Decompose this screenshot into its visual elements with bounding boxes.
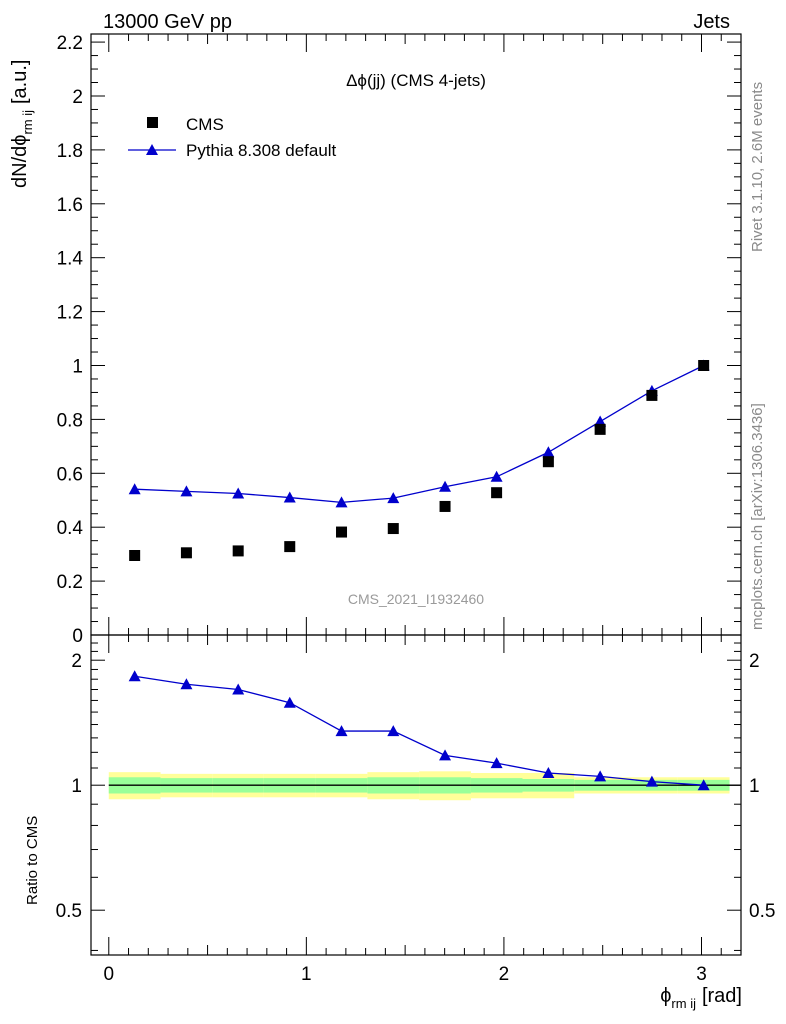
- pythia-ratio-point: [128, 670, 141, 682]
- cms-point: [491, 487, 503, 499]
- ratio-y-tick-label-right: 0.5: [749, 901, 775, 922]
- pythia-point: [180, 485, 193, 497]
- main-series-layer: [128, 359, 710, 561]
- pythia-point: [439, 480, 452, 492]
- pythia-ratio-point: [697, 779, 710, 791]
- pythia-ratio-point: [594, 770, 607, 782]
- analysis-id-label: CMS_2021_I1932460: [348, 591, 484, 607]
- pythia-line: [134, 364, 704, 504]
- main-y-axis-label-unit: [a.u.]: [9, 60, 31, 104]
- ratio-y-axis: 0.5 0.5 1 1 2 2: [56, 642, 775, 951]
- pythia-point: [387, 492, 400, 504]
- main-y-tick-label: 0.6: [57, 464, 83, 485]
- main-y-axis-label-main: dN/dϕ: [9, 135, 31, 188]
- x-tick-label: 0: [103, 964, 114, 985]
- cms-point: [594, 423, 606, 435]
- pythia-ratio-point: [232, 683, 245, 695]
- pythia-point: [594, 415, 607, 427]
- legend-marker-pythia: [146, 144, 158, 155]
- main-y-tick-label: 2: [72, 87, 83, 108]
- x-tick-label: 1: [301, 964, 312, 985]
- legend: CMS Pythia 8.308 default: [128, 115, 337, 160]
- main-y-tick-label: 0.2: [57, 572, 83, 593]
- cms-point: [180, 547, 192, 559]
- pythia-point: [283, 491, 296, 503]
- cms-point: [387, 523, 399, 535]
- main-y-tick-label: 0.8: [57, 410, 83, 431]
- legend-marker-cms: [147, 117, 158, 128]
- cms-point: [232, 545, 244, 557]
- main-y-tick-label: 1: [72, 356, 83, 377]
- pythia-ratio-point: [645, 775, 658, 787]
- ratio-y-axis-label: Ratio to CMS: [24, 816, 41, 905]
- main-panel: 0 0.2 0.4 0.6 0.8 1 1.2 1.4 1.6 1.8 2 2.2 Δϕ(jj) (C…: [9, 33, 742, 647]
- main-x-ticks: [108, 34, 722, 635]
- pythia-point: [232, 487, 245, 499]
- pythia-ratio-point: [335, 725, 348, 737]
- legend-label-pythia: Pythia 8.308 default: [186, 141, 337, 160]
- x-axis: 0 1 2 3: [103, 635, 722, 985]
- x-axis-label-main: ϕ: [660, 985, 671, 1007]
- ratio-y-tick-label: 0.5: [56, 901, 82, 922]
- ratio-y-tick-label: 1: [71, 776, 82, 797]
- main-y-tick-label: 2.2: [57, 33, 83, 54]
- cms-point: [698, 359, 710, 371]
- inset-title: Δϕ(jj) (CMS 4-jets): [346, 71, 486, 90]
- main-y-tick-label: 0.4: [57, 518, 84, 539]
- x-tick-label: 2: [499, 964, 510, 985]
- energy-label: 13000 GeV pp: [103, 11, 232, 33]
- pythia-point: [542, 446, 555, 458]
- pythia-ratio-point: [439, 749, 452, 761]
- cms-point: [336, 526, 348, 538]
- cms-point: [439, 500, 451, 512]
- pythia-ratio-line: [134, 675, 704, 786]
- ratio-frame: [90, 634, 742, 956]
- x-tick-label: 3: [696, 964, 707, 985]
- x-axis-label: ϕrm ij [rad]: [660, 985, 742, 1011]
- legend-label-cms: CMS: [186, 115, 224, 134]
- main-y-tick-label: 1.6: [57, 195, 83, 216]
- pythia-point: [335, 496, 348, 508]
- main-y-axis-label-subscript: rm ij: [20, 110, 35, 135]
- main-y-tick-label: 0: [72, 626, 83, 647]
- cms-point: [129, 549, 141, 561]
- pythia-ratio-point: [283, 696, 296, 708]
- x-axis-label-unit: [rad]: [702, 985, 742, 1007]
- main-y-axis: 0 0.2 0.4 0.6 0.8 1 1.2 1.4 1.6 1.8 2 2.2: [57, 33, 741, 647]
- x-axis-label-subscript: rm ij: [671, 996, 696, 1011]
- pythia-ratio-point: [180, 678, 193, 690]
- pythia-point: [128, 483, 141, 495]
- category-label: Jets: [693, 11, 730, 33]
- cms-point: [542, 456, 554, 468]
- rivet-version-label: Rivet 3.1.10, 2.6M events: [749, 82, 766, 252]
- mcplots-credit-label: mcplots.cern.ch [arXiv:1306.3436]: [749, 403, 766, 630]
- cms-point: [646, 389, 658, 401]
- main-y-tick-label: 1.4: [57, 249, 84, 270]
- ratio-y-tick-label: 2: [71, 651, 82, 672]
- cms-point: [284, 541, 296, 553]
- main-y-tick-label: 1.2: [57, 303, 83, 324]
- ratio-uncertainty-band: [108, 771, 741, 801]
- main-y-tick-label: 1.8: [57, 141, 83, 162]
- pythia-ratio-point: [387, 725, 400, 737]
- ratio-y-tick-label-right: 1: [749, 776, 760, 797]
- ratio-y-tick-label-right: 2: [749, 651, 760, 672]
- pythia-point: [490, 470, 503, 482]
- pythia-ratio-point: [490, 757, 503, 769]
- main-y-axis-label: dN/dϕrm ij [a.u.]: [9, 60, 35, 188]
- ratio-series-layer: [128, 670, 710, 791]
- pythia-ratio-point: [542, 766, 555, 778]
- ratio-panel: 0.5 0.5 1 1 2 2 0 1 2 3 Ratio to CMS ϕrm ij [rad]: [24, 634, 775, 1011]
